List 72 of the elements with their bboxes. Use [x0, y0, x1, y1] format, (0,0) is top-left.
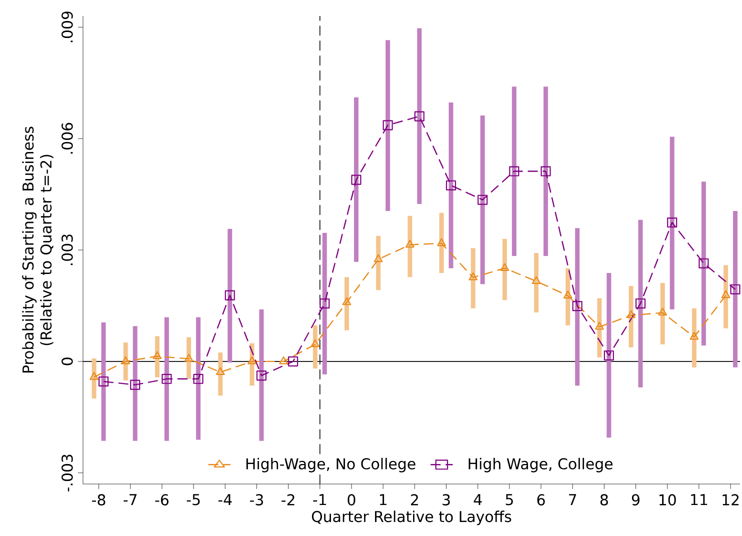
y-tick-label: .009: [62, 12, 73, 42]
point: [98, 376, 109, 387]
legend-label: High-Wage, No College: [246, 458, 416, 472]
point: [698, 258, 709, 268]
x-tick-label: -3: [250, 494, 263, 506]
point: [256, 370, 266, 381]
point: [635, 298, 646, 309]
point: [90, 372, 98, 380]
point: [351, 174, 362, 185]
legend-label: High Wage, College: [468, 458, 613, 472]
x-tick-label: -1: [313, 494, 326, 506]
point: [690, 332, 699, 340]
point: [509, 166, 520, 176]
x-tick-label: 0: [348, 494, 356, 506]
point: [130, 380, 140, 390]
y-tick-label: .003: [62, 234, 73, 266]
x-axis-title: Quarter Relative to Layoffs: [312, 510, 512, 526]
x-tick-label: 5: [506, 494, 513, 506]
point: [342, 297, 352, 306]
point: [310, 339, 320, 348]
x-tick-label: 7: [569, 494, 576, 506]
point: [446, 180, 456, 190]
point: [721, 290, 730, 298]
point: [604, 350, 614, 361]
point: [730, 284, 740, 294]
x-tick-label: -4: [218, 494, 232, 506]
y-axis-title: Probability of Starting a Business (Relative to Quarter t=-2): [22, 126, 54, 373]
point: [572, 301, 582, 312]
point: [193, 374, 204, 384]
point: [414, 111, 424, 122]
point: [437, 238, 446, 246]
x-tick-label: 6: [537, 494, 545, 506]
point: [216, 367, 225, 375]
point: [626, 310, 636, 318]
x-tick-label: 8: [600, 494, 608, 506]
point: [162, 374, 172, 384]
point: [279, 356, 288, 364]
point: [563, 290, 572, 298]
x-tick-label: 1: [380, 494, 386, 506]
x-tick-label: 4: [474, 494, 482, 506]
point: [382, 120, 393, 130]
x-tick-label: -5: [186, 494, 200, 506]
x-tick-label: -7: [124, 494, 137, 506]
point: [320, 298, 330, 309]
point: [468, 272, 478, 280]
x-tick-label: 11: [691, 494, 708, 506]
x-tick-label: -6: [155, 494, 168, 506]
point: [121, 356, 130, 364]
point: [540, 166, 551, 176]
point: [288, 356, 298, 366]
point: [500, 263, 510, 271]
point: [658, 308, 668, 316]
point: [152, 351, 162, 360]
y-tick-label: .006: [62, 122, 73, 154]
point: [374, 254, 383, 262]
point: [667, 217, 678, 228]
x-tick-label: 10: [659, 494, 676, 506]
x-tick-label: 12: [722, 494, 739, 506]
point: [405, 240, 414, 248]
x-tick-label: 9: [632, 494, 640, 506]
x-tick-label: -8: [92, 494, 106, 506]
point: [184, 354, 194, 362]
y-tick-label: 0: [62, 358, 73, 366]
x-tick-label: -2: [282, 494, 294, 506]
point: [224, 290, 235, 300]
point: [532, 276, 541, 284]
point: [478, 194, 488, 205]
x-tick-label: 2: [411, 494, 418, 506]
y-tick-label: -.003: [62, 454, 73, 492]
x-tick-label: 3: [442, 494, 450, 506]
point: [248, 356, 256, 364]
point: [595, 322, 604, 330]
